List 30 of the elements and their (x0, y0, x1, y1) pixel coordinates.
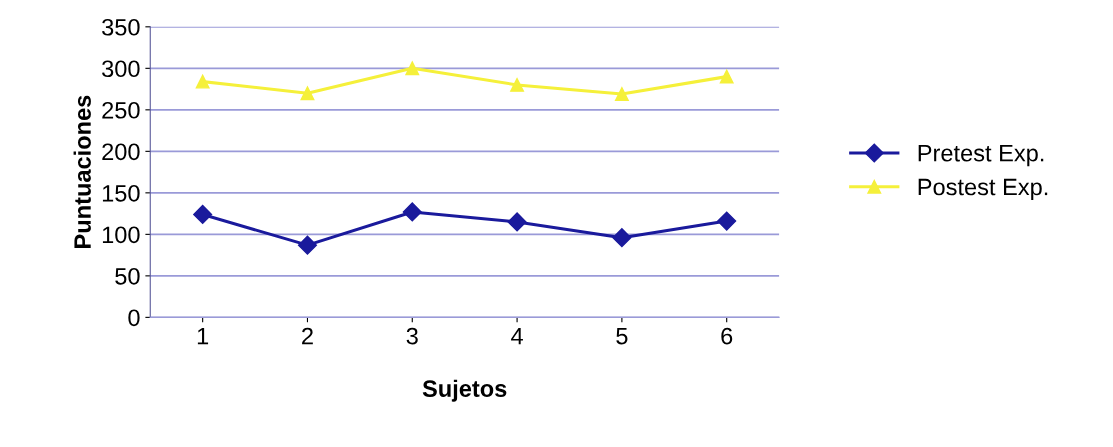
point (300, 86, 315, 101)
x-axis-title: Sujetos (422, 379, 507, 402)
x-tick-label: 4 (511, 327, 523, 345)
point (510, 77, 525, 92)
point (614, 87, 629, 102)
x-tick-label: 2 (302, 327, 313, 345)
y-tick-label: 200 (102, 143, 140, 161)
y-tick-label: 100 (102, 226, 140, 244)
x-tick-label: 5 (616, 327, 628, 345)
point (195, 74, 210, 89)
x-tick-label: 1 (197, 327, 209, 345)
y-tick-label: 250 (102, 101, 140, 119)
legend-label: Pretest Exp. (918, 145, 1044, 167)
y-axis-title: Puntuaciones (73, 95, 91, 248)
point (405, 61, 420, 76)
y-tick-label: 0 (128, 309, 140, 327)
y-tick-label: 350 (102, 18, 140, 36)
point (297, 235, 318, 255)
point (402, 202, 422, 222)
point (717, 211, 737, 231)
y-tick-label: 50 (115, 267, 140, 285)
x-tick-label: 6 (721, 327, 733, 345)
point (612, 228, 632, 248)
point (719, 69, 734, 84)
y-tick-label: 300 (102, 60, 140, 78)
x-tick-label: 3 (406, 327, 418, 345)
y-tick-label: 150 (102, 184, 140, 202)
legend-label: Postest Exp. (918, 178, 1048, 201)
point (193, 204, 213, 224)
point (507, 212, 527, 232)
